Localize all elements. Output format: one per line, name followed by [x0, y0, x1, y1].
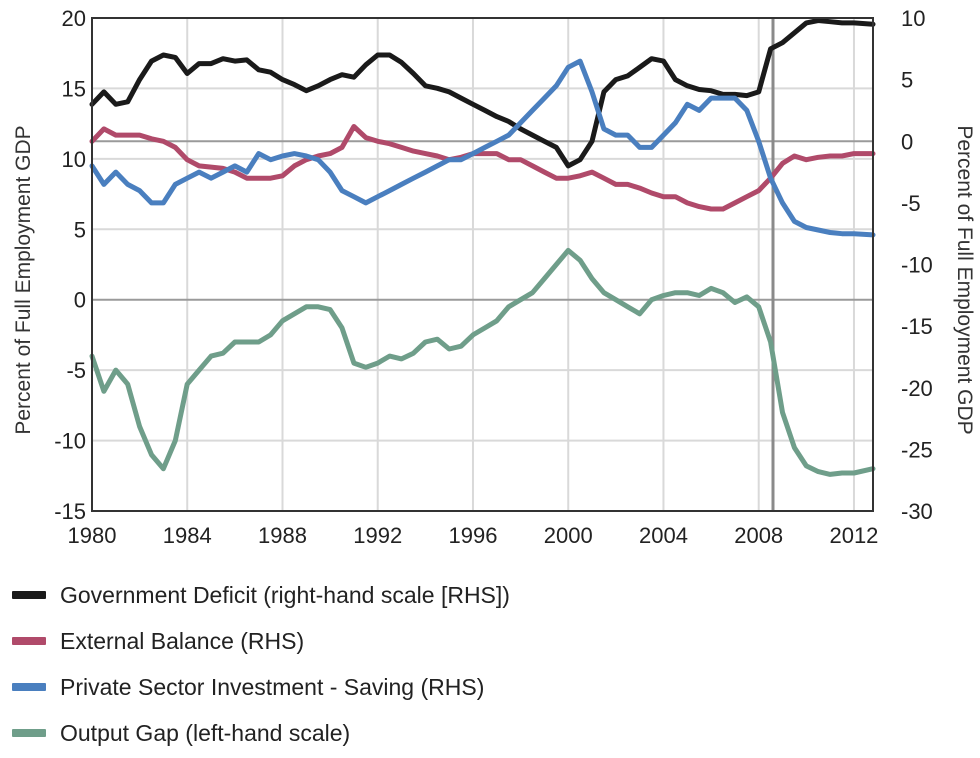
series-line-1 [89, 124, 876, 212]
left-tick-label: 10 [62, 147, 86, 172]
chart-plot: 1980 1984 1988 1992 1996 2000 2004 2008 2012 20 15… [12, 6, 976, 548]
legend-swatch [12, 637, 46, 645]
x-tick-label: 2000 [544, 523, 593, 548]
left-tick-label: 0 [74, 288, 86, 313]
x-tick-label: 2012 [829, 523, 878, 548]
right-tick-label: -10 [901, 253, 933, 278]
right-tick-label: -15 [901, 314, 933, 339]
right-tick-label: -25 [901, 437, 933, 462]
legend-item-government-deficit: Government Deficit (right-hand scale [RH… [12, 572, 972, 618]
plot-frame [91, 17, 874, 512]
legend-swatch [12, 729, 46, 737]
axes: 1980 1984 1988 1992 1996 2000 2004 2008 2012 20 15… [54, 6, 933, 548]
legend-item-private-sector: Private Sector Investment - Saving (RHS) [12, 664, 972, 710]
right-tick-label: -30 [901, 499, 933, 524]
left-axis-title: Percent of Full Employment GDP [12, 125, 35, 434]
x-tick-label: 1988 [258, 523, 307, 548]
x-tick-label: 2004 [639, 523, 688, 548]
legend-label: Private Sector Investment - Saving (RHS) [60, 673, 485, 700]
left-tick-label: -10 [54, 429, 86, 454]
x-tick-label: 1996 [448, 523, 497, 548]
x-tick-label: 2008 [734, 523, 783, 548]
series-line-2 [89, 58, 876, 238]
legend: Government Deficit (right-hand scale [RH… [12, 572, 972, 756]
x-tick-label: 1984 [163, 523, 212, 548]
left-tick-label: 20 [62, 6, 86, 31]
legend-label: Government Deficit (right-hand scale [RH… [60, 581, 510, 608]
series-line-0 [89, 18, 876, 169]
legend-item-external-balance: External Balance (RHS) [12, 618, 972, 664]
left-tick-label: -15 [54, 499, 86, 524]
left-tick-label: 5 [74, 217, 86, 242]
right-tick-label: -20 [901, 376, 933, 401]
legend-item-output-gap: Output Gap (left-hand scale) [12, 710, 972, 756]
chart: 1980 1984 1988 1992 1996 2000 2004 2008 2012 20 15… [12, 6, 976, 548]
x-tick-label: 1980 [68, 523, 117, 548]
legend-label: External Balance (RHS) [60, 627, 305, 654]
series-line-3 [89, 247, 876, 477]
legend-swatch [12, 591, 46, 599]
legend-swatch [12, 683, 46, 691]
right-tick-label: 10 [901, 6, 925, 31]
left-tick-label: 15 [62, 76, 86, 101]
right-tick-label: 0 [901, 129, 913, 154]
grid [92, 18, 873, 511]
legend-label: Output Gap (left-hand scale) [60, 719, 351, 746]
series-lines [89, 18, 876, 477]
right-axis-title: Percent of Full Employment GDP [953, 125, 976, 434]
right-tick-label: 5 [901, 68, 913, 93]
right-tick-label: -5 [901, 191, 921, 216]
x-tick-label: 1992 [353, 523, 402, 548]
left-tick-label: -5 [66, 358, 86, 383]
